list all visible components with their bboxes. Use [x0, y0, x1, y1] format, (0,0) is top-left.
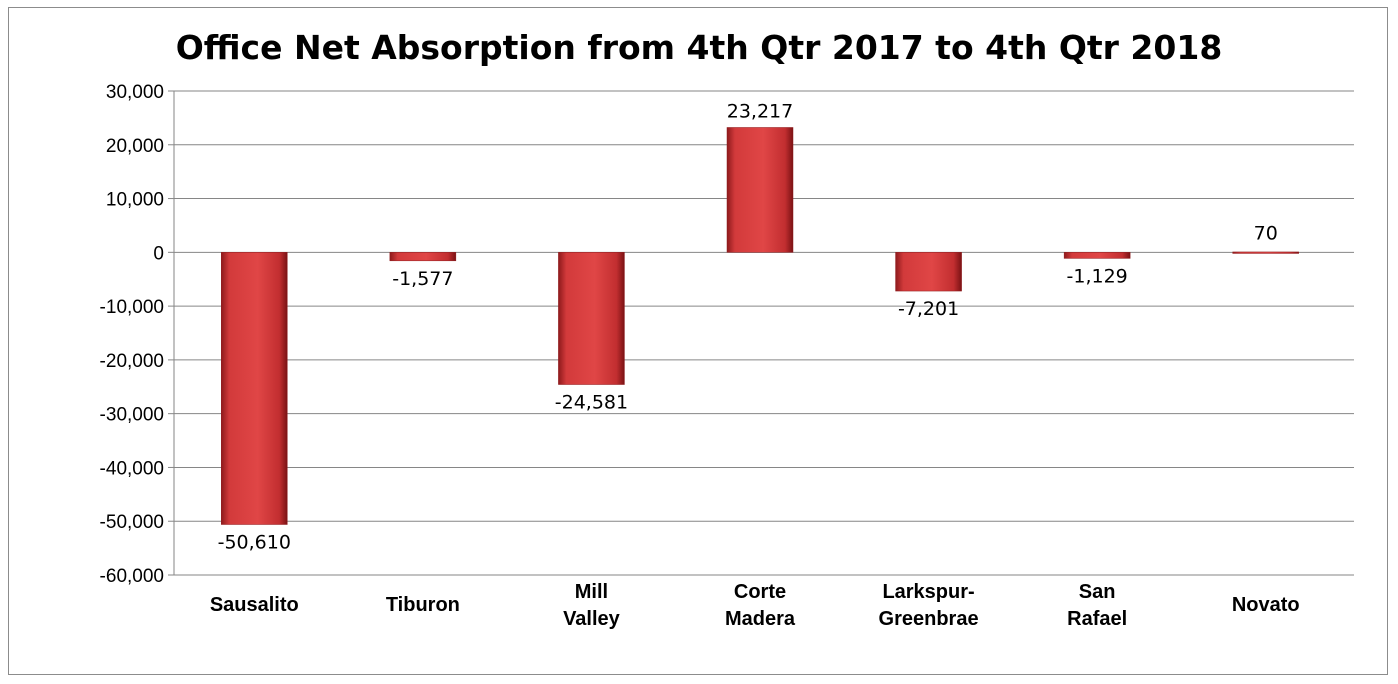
x-category-label: Valley — [563, 608, 621, 630]
y-tick-label: -10,000 — [100, 297, 164, 318]
bar — [727, 127, 793, 252]
x-category-label: Madera — [725, 608, 796, 630]
y-tick-label: 0 — [153, 243, 164, 264]
x-category-label: Rafael — [1067, 608, 1127, 630]
x-category-label: Mill — [575, 581, 608, 603]
y-tick-label: 20,000 — [106, 136, 164, 157]
x-category-label: Tiburon — [386, 594, 460, 616]
bar — [896, 252, 962, 291]
y-tick-label: -60,000 — [100, 566, 164, 587]
data-label: 23,217 — [727, 100, 793, 122]
y-tick-label: -30,000 — [100, 405, 164, 426]
y-tick-label: -50,000 — [100, 512, 164, 533]
data-label: -7,201 — [898, 298, 959, 320]
bar — [390, 252, 456, 260]
bar — [1064, 252, 1130, 258]
x-category-label: Larkspur- — [882, 581, 974, 603]
y-tick-label: 10,000 — [106, 190, 164, 211]
bar — [221, 252, 287, 524]
data-label: -24,581 — [555, 392, 628, 414]
y-tick-label: 30,000 — [106, 82, 164, 103]
x-category-label: San — [1079, 581, 1116, 603]
data-label: -1,577 — [392, 268, 453, 290]
bar — [558, 252, 624, 384]
x-category-label: Novato — [1232, 594, 1300, 616]
x-category-label: Greenbrae — [879, 608, 979, 630]
data-label: -1,129 — [1067, 265, 1128, 287]
bar — [1233, 252, 1299, 254]
y-tick-label: -20,000 — [100, 351, 164, 372]
x-category-label: Corte — [734, 581, 786, 603]
data-label: 70 — [1254, 222, 1278, 244]
x-category-label: Sausalito — [210, 594, 299, 616]
y-tick-label: -40,000 — [100, 458, 164, 479]
data-label: -50,610 — [218, 532, 291, 554]
